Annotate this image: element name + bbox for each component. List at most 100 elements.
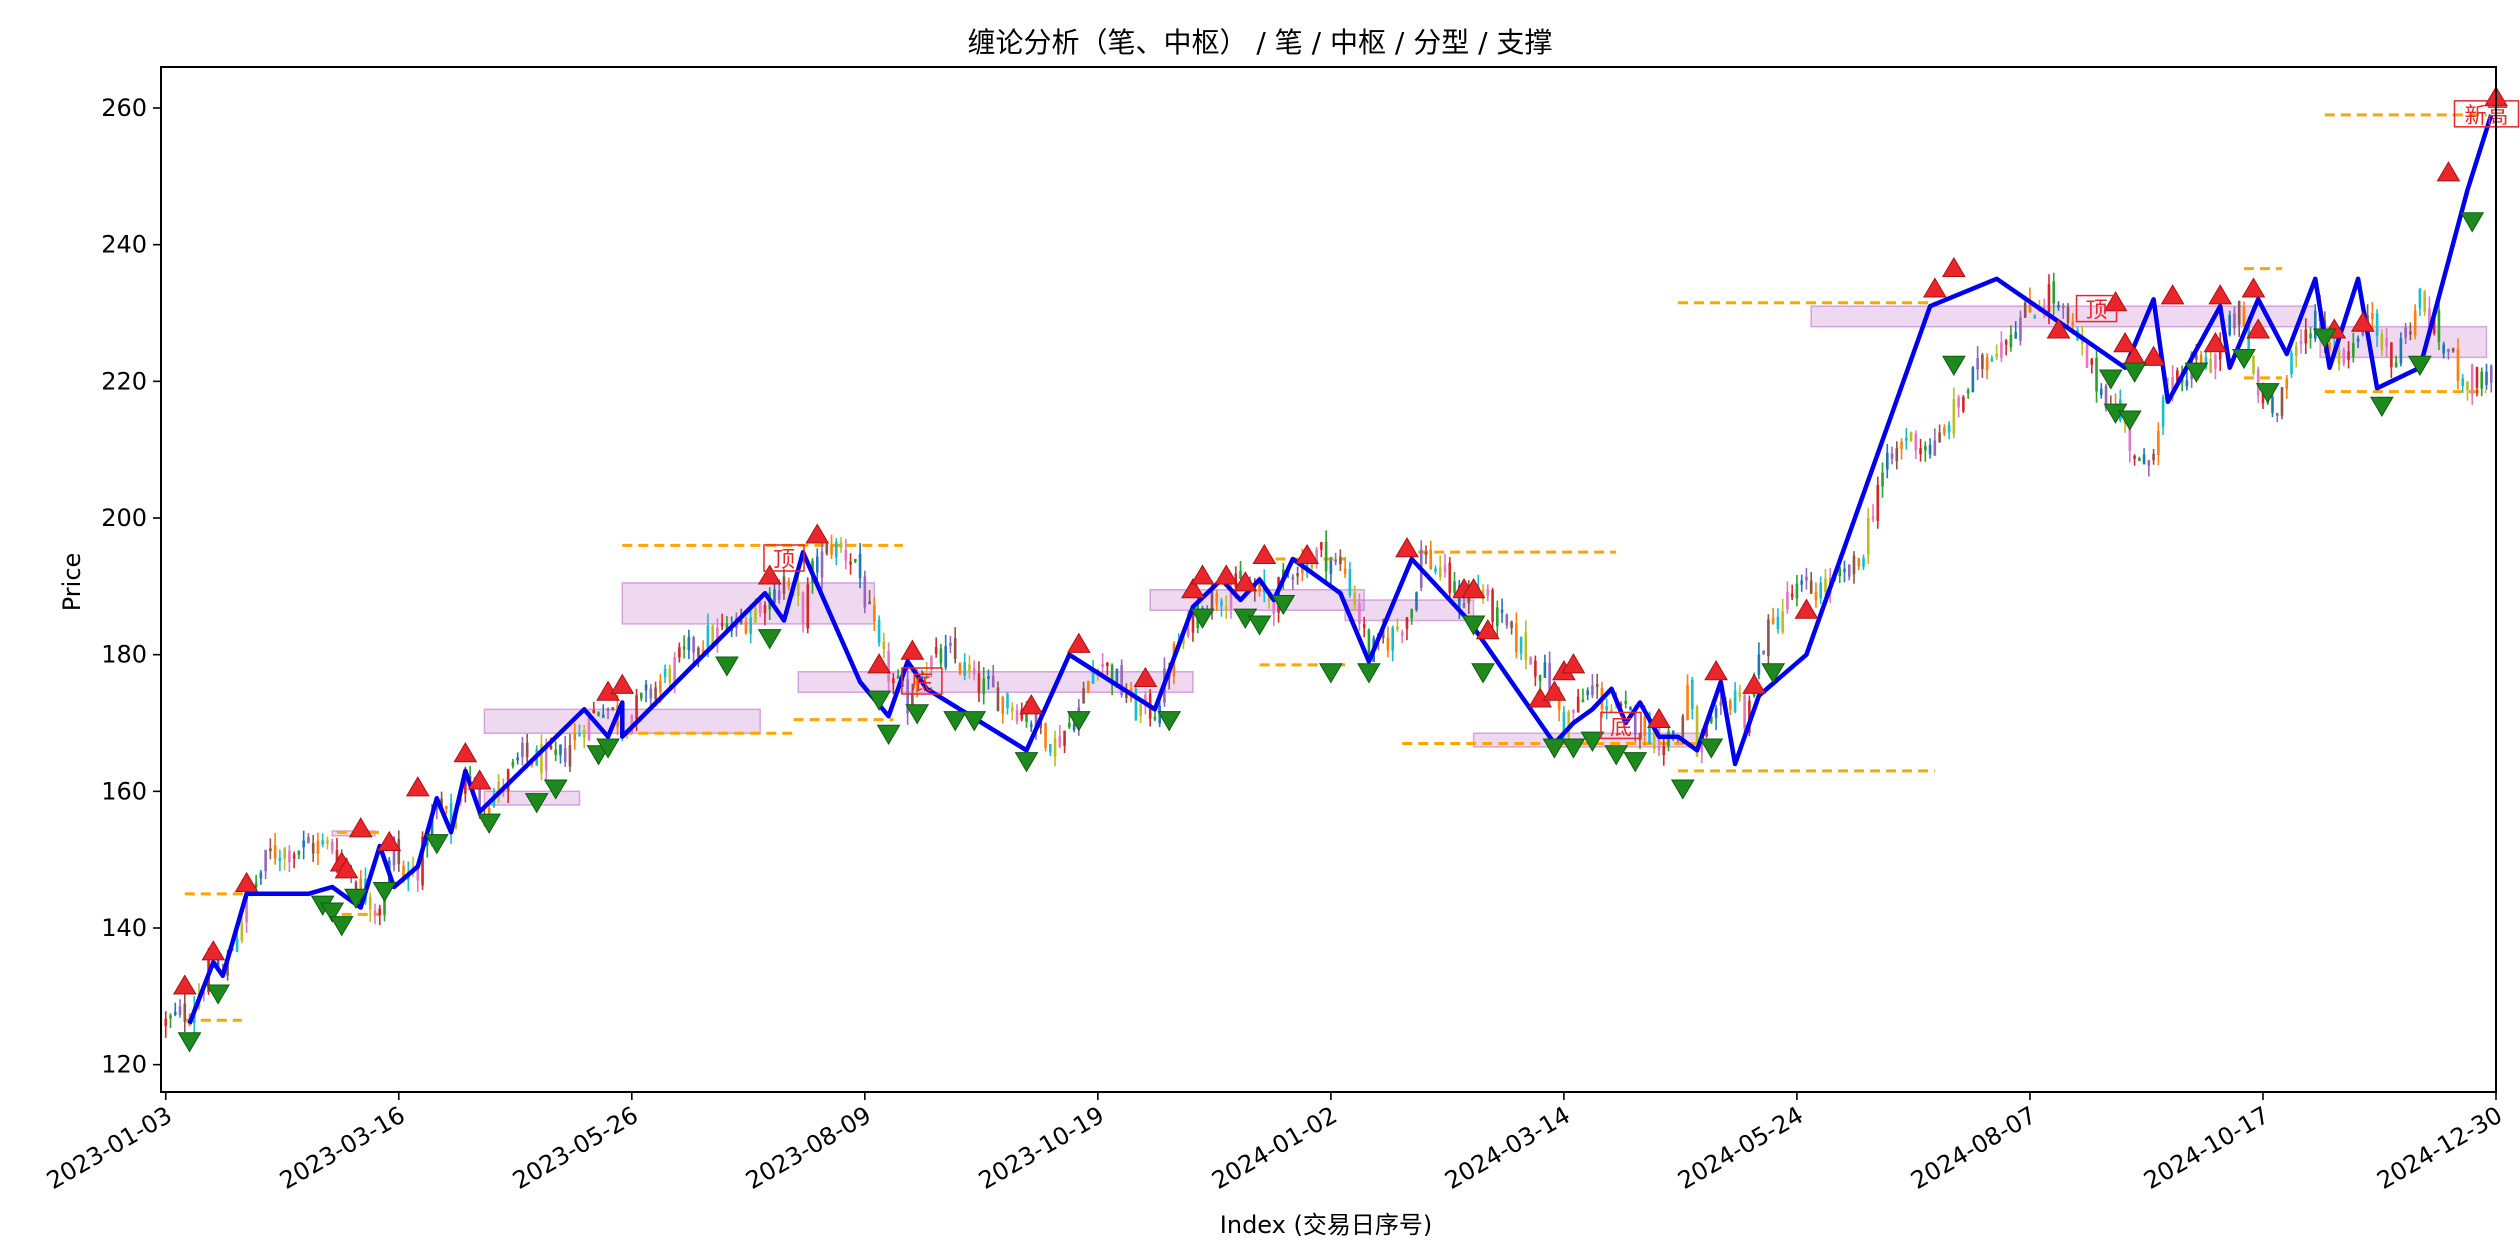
top-fractal-marker [377,830,402,852]
candle-body [744,621,748,634]
candle-body [506,769,510,791]
bottom-fractal-marker [2369,396,2394,417]
candle-body [2047,284,2051,313]
x-tick-label: 2023-08-09 [741,1101,876,1195]
candle-body [169,1015,172,1019]
candle-body [264,849,267,872]
candle-body [2485,371,2488,385]
candle-body [278,857,282,861]
top-fractal-marker [1542,680,1567,701]
candle-body [2280,387,2284,416]
candle-body [1947,424,1951,433]
zhongshu-box [621,582,876,625]
candle-body [2437,310,2441,342]
candle-body [321,840,324,845]
candle-body [1334,559,1337,563]
candle-body [2085,344,2089,368]
candle-body [1006,693,1009,709]
top-fractal-marker [1475,619,1500,640]
candle-body [440,798,443,809]
candle-body [1144,694,1147,706]
callout: 顶 [763,544,805,573]
candle-body [2271,396,2274,413]
callout-box [1600,711,1642,740]
candle-body [2399,338,2403,364]
candle-body [1629,706,1632,710]
candle-body [1957,397,1960,408]
candle-body [1405,617,1409,629]
top-fractal-marker [2113,332,2137,353]
candle-body [1572,710,1575,714]
candle-body [1881,472,1884,487]
candle-body [383,893,386,915]
candle-body [2418,288,2422,308]
candle-body [2090,358,2094,365]
candle-body [749,617,753,634]
bottom-fractal-marker [1319,663,1343,684]
candle-body [2313,310,2317,339]
candle-body [1838,567,1842,577]
candle-body [2347,351,2350,360]
candle-body [288,850,291,863]
candle-body [1025,708,1028,722]
candle-body [1391,627,1395,651]
candle-body [1895,448,1899,462]
candle-body [1101,663,1104,668]
x-tick-label: 2024-01-02 [1207,1101,1342,1195]
candle-body [678,647,681,658]
candle-body [1776,616,1780,630]
candle-body [2356,338,2360,343]
candle-body [183,1003,187,1022]
candle-body [1058,736,1062,747]
top-fractal-marker [1742,673,1767,694]
candle-body [1648,713,1651,744]
candle-body [1762,651,1765,655]
candle-body [2104,386,2108,409]
top-fractal-marker [1941,256,1966,278]
candle-body [1705,726,1708,737]
candle-body [1010,707,1014,712]
candle-body [687,637,691,651]
candle-body [887,651,890,682]
candle-body [359,878,363,891]
candle-body [977,673,981,694]
y-tick-label: 260 [101,94,147,122]
candle-body [2428,308,2431,331]
bottom-fractal-marker [2232,348,2256,370]
candle-body [2061,305,2065,309]
candle-body [1239,570,1242,579]
bottom-fractal-marker [1580,731,1605,752]
candle-body [1890,453,1894,459]
candle-body [292,854,296,859]
candle-body [606,708,610,712]
candle-body [2304,329,2308,344]
candle-body [1320,542,1323,550]
y-tick-label: 220 [101,367,147,395]
candle-body [392,837,396,866]
candle-body [1491,589,1494,622]
candle-body [1952,399,1956,435]
bottom-fractal-marker [596,738,620,759]
candle-body [2375,313,2379,337]
candle-body [1106,662,1109,667]
y-tick-label: 140 [101,914,147,942]
candle-body [958,663,962,674]
top-fractal-marker [467,769,492,790]
candle-body [2489,365,2493,383]
support-layer [184,113,2487,1022]
candle-body [968,664,971,672]
candle-body [2409,331,2412,335]
candle-body [259,872,263,879]
candle-body [2380,333,2384,350]
candle-body [925,673,928,679]
top-fractal-marker [1647,707,1671,729]
candle-body [1438,567,1442,577]
candle-body [1885,452,1889,470]
top-fractal-marker [201,940,226,961]
y-tick-label: 120 [101,1051,147,1079]
candle-body [2147,460,2151,466]
bottom-fractal-marker [1247,615,1272,636]
candle-body [673,657,676,683]
candle-body [1866,518,1870,555]
candle-body [2228,315,2231,336]
